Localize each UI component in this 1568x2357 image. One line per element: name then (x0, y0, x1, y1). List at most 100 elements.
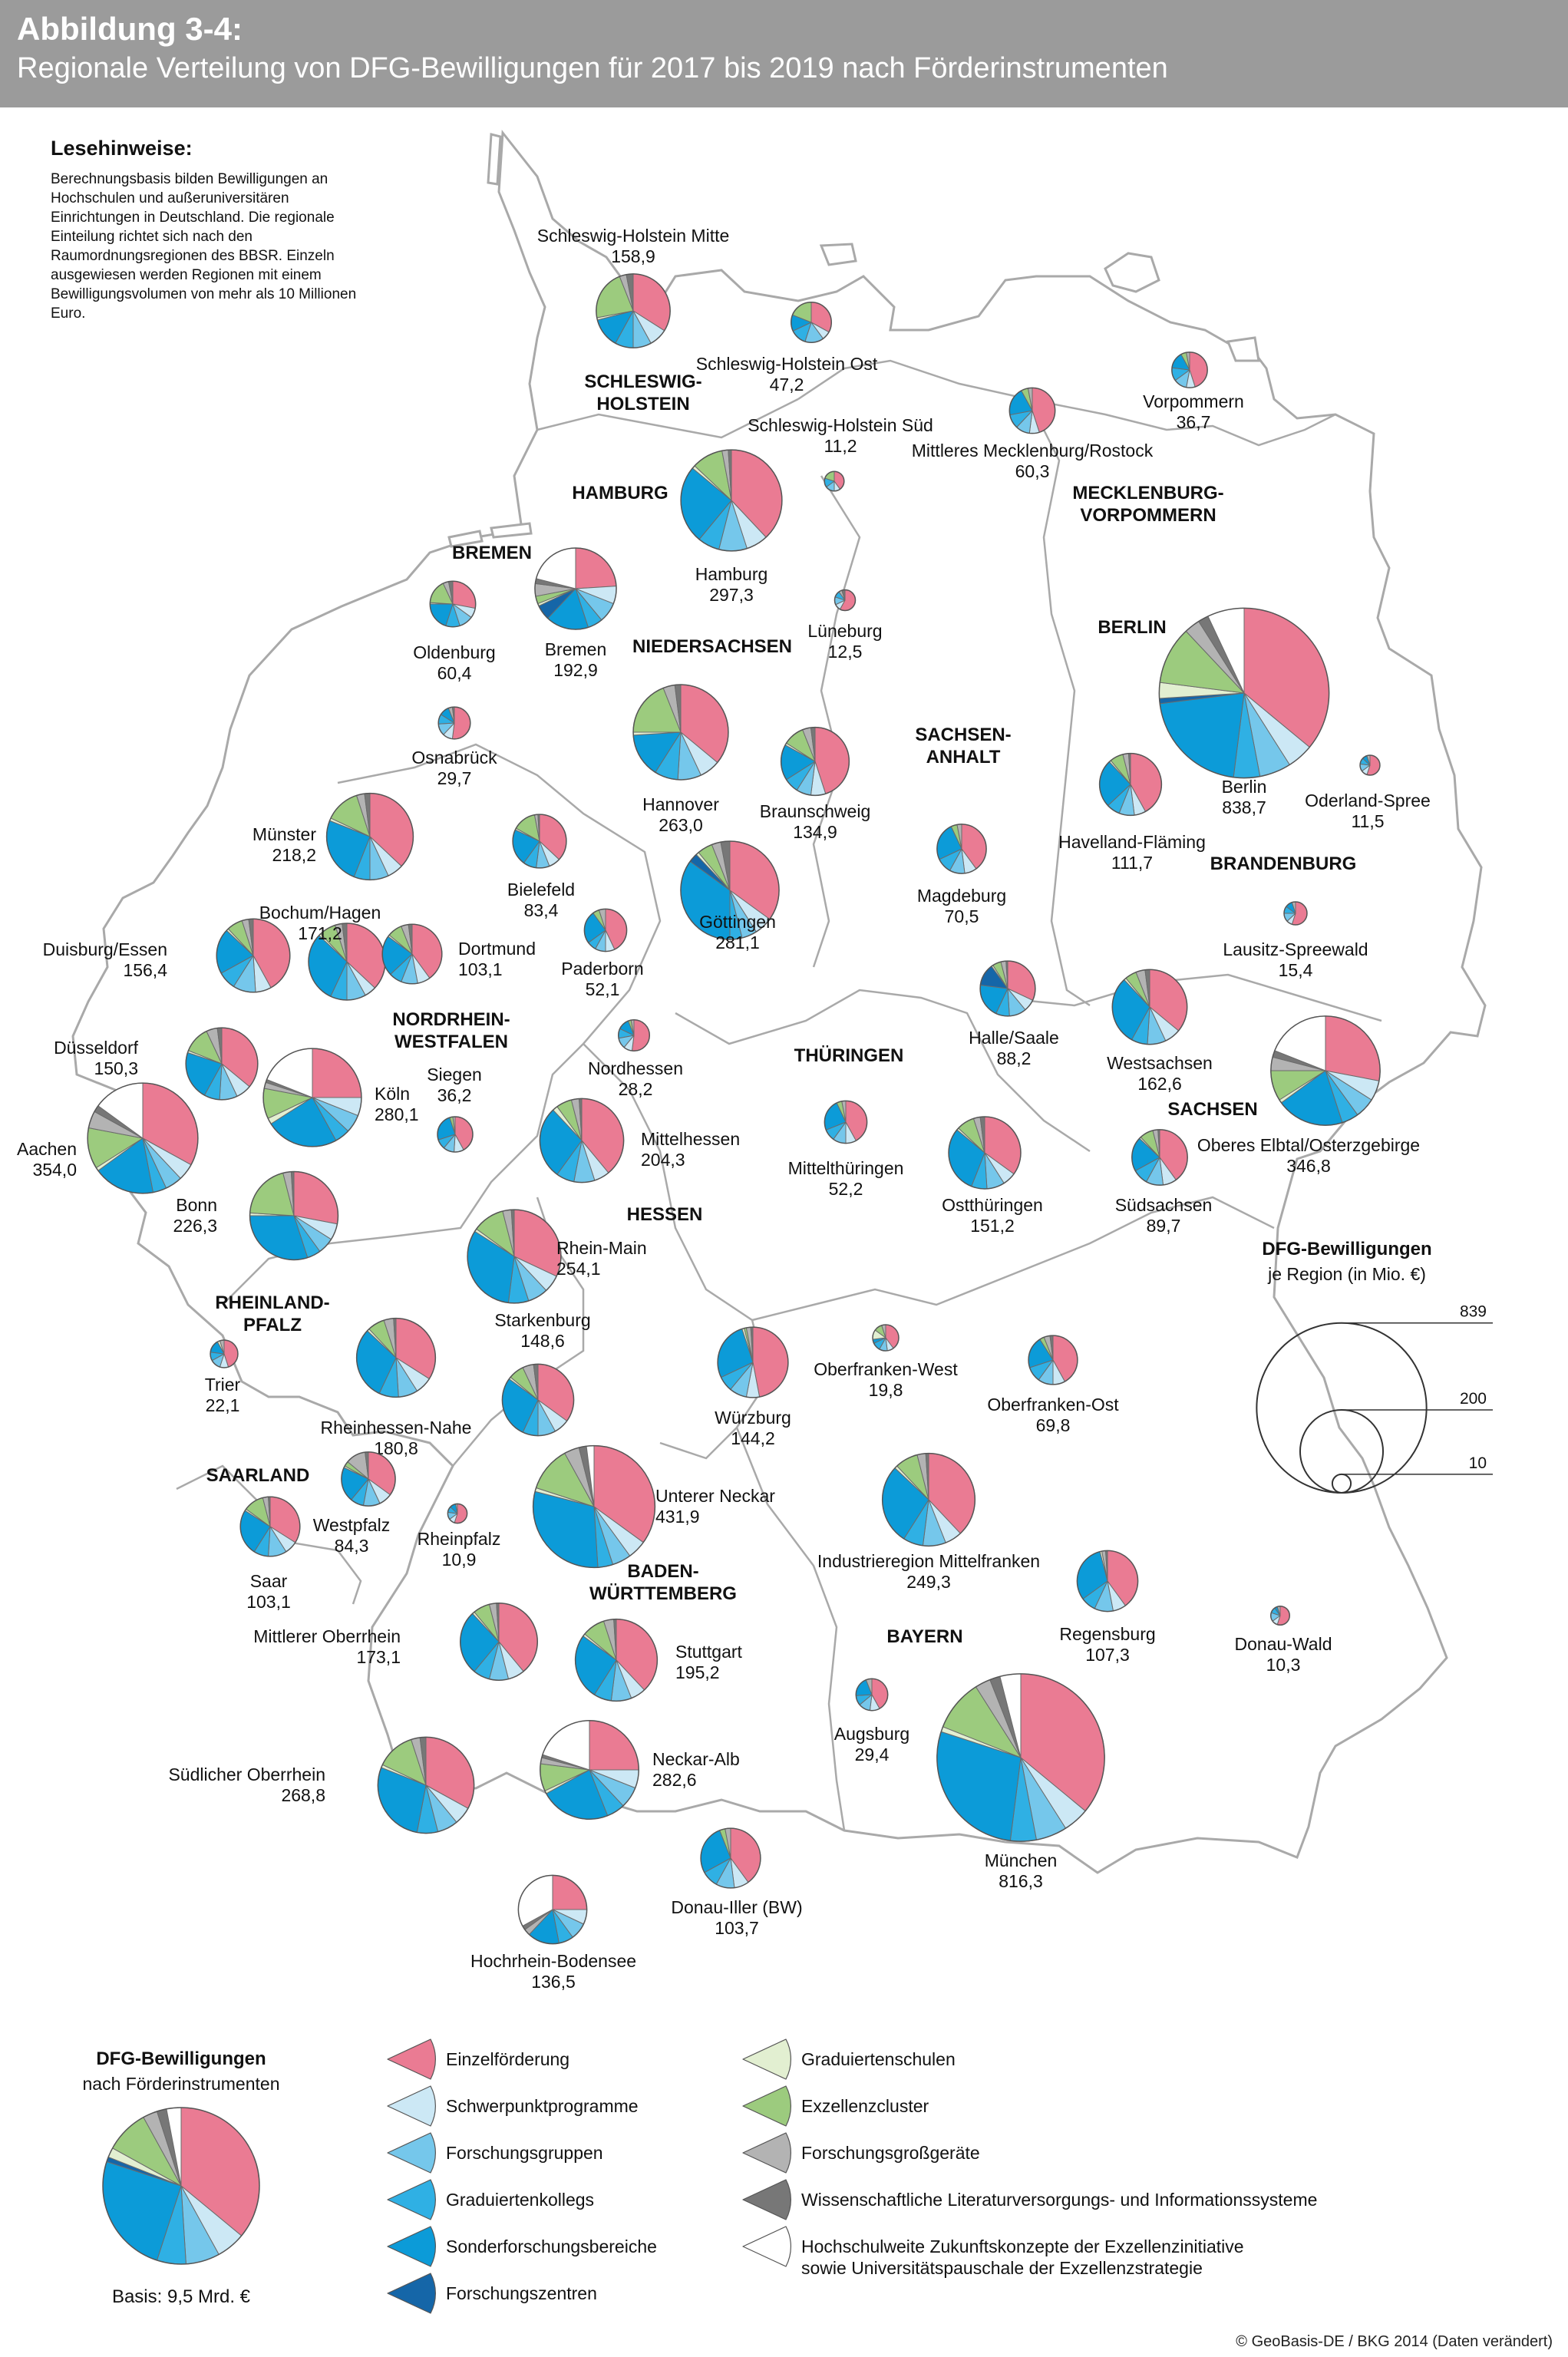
state-labels: SCHLESWIG-HOLSTEIN HAMBURG BREMEN NIEDERSAC… (206, 371, 1357, 1647)
pie-duisburg-essen-outline (216, 918, 291, 993)
state-label-bremen: BREMEN (452, 543, 532, 563)
figure-header: Abbildung 3-4: Regionale Verteilung von … (0, 0, 1568, 107)
size-legend-value-10: 10 (1469, 1454, 1487, 1472)
region-name-hannover: Hannover (642, 794, 719, 814)
region-value-oberes-elbtal-osterzgebirge: 346,8 (1286, 1156, 1331, 1176)
pie-lueneburg-outline (834, 589, 857, 612)
region-name-unterer-neckar: Unterer Neckar (655, 1486, 775, 1506)
pie-donau-iller-bw-outline (700, 1827, 761, 1889)
region-value-starkenburg: 148,6 (520, 1331, 565, 1351)
region-name-trier: Trier (205, 1375, 241, 1395)
pie-magdeburg-outline (936, 824, 987, 874)
pie-suedlicher-oberrhein-outline (377, 1736, 475, 1834)
pie-wuerzburg-outline (717, 1326, 789, 1398)
state-label-sachsen: SACHSEN (1167, 1099, 1257, 1120)
region-name-muenchen: München (985, 1850, 1058, 1870)
region-name-havelland-flaeming: Havelland-Fläming (1058, 832, 1206, 852)
state-label-hamburg: HAMBURG (572, 483, 668, 503)
instrument-legend: DFG-Bewilligungen nach Förderinstrumente… (83, 2038, 1317, 2314)
pie-berlin-outline (1158, 607, 1330, 779)
region-value-oberfranken-west: 19,8 (869, 1380, 903, 1400)
region-donau-iller-bw: Donau-Iller (BW)103,7 (671, 1827, 803, 1938)
region-value-duesseldorf: 150,3 (94, 1058, 138, 1078)
pie-donau-wald-outline (1269, 1605, 1291, 1626)
region-value-schleswig-holstein-sued: 11,2 (824, 436, 857, 456)
region-name-westsachsen: Westsachsen (1107, 1053, 1213, 1073)
border-st-bb (1027, 398, 1091, 1007)
legend-label-graduiertenschulen: Graduiertenschulen (801, 2049, 956, 2069)
region-name-suedsachsen: Südsachsen (1115, 1195, 1213, 1215)
pie-oberfranken-ost-outline (1028, 1335, 1078, 1385)
state-label-berlin: BERLIN (1098, 617, 1166, 638)
region-name-donau-iller-bw: Donau-Iller (BW) (671, 1897, 802, 1917)
region-name-bielefeld: Bielefeld (507, 880, 575, 900)
region-value-mittelhessen: 204,3 (641, 1150, 685, 1170)
region-name-hamburg: Hamburg (695, 564, 768, 584)
region-value-muenster: 218,2 (272, 845, 316, 865)
sylt-island (487, 133, 502, 186)
region-name-lueneburg: Lüneburg (807, 621, 882, 641)
pie-muenster-outline (325, 792, 414, 881)
region-value-hannover: 263,0 (659, 815, 703, 835)
region-value-bielefeld: 83,4 (524, 900, 559, 920)
region-name-schleswig-holstein-ost: Schleswig-Holstein Ost (696, 354, 878, 374)
region-name-mittlerer-oberrhein: Mittlerer Oberrhein (253, 1626, 401, 1646)
region-value-unterer-neckar: 431,9 (655, 1507, 700, 1527)
legend-label-zukunftskonzepte-line-2: sowie Universitätspauschale der Exzellen… (801, 2258, 1203, 2278)
border-by-north (751, 1196, 1275, 1322)
region-name-mittelhessen: Mittelhessen (641, 1129, 740, 1149)
region-name-vorpommern: Vorpommern (1143, 391, 1244, 411)
pie-oderland-spree-outline (1359, 754, 1381, 776)
legend-label-zukunftskonzepte: Hochschulweite Zukunftskonzepte der Exze… (801, 2237, 1244, 2256)
region-name-osnabrueck: Osnabrück (411, 748, 497, 768)
region-name-bremen: Bremen (545, 639, 607, 659)
region-value-westpfalz: 84,3 (335, 1536, 369, 1556)
pie-havelland-flaeming-outline (1098, 752, 1163, 817)
state-label-rheinland-pfalz: RHEINLAND-PFALZ (215, 1292, 329, 1335)
legend-swatch-sonderforschungsbereiche (387, 2226, 436, 2267)
pie-westpfalz-outline (341, 1451, 396, 1507)
legend-label-graduiertenkollegs: Graduiertenkollegs (446, 2190, 594, 2210)
region-value-regensburg: 107,3 (1085, 1645, 1130, 1665)
region-value-bonn: 226,3 (173, 1216, 217, 1236)
region-value-mittelthueringen: 52,2 (829, 1179, 863, 1199)
border-sh-ni (536, 398, 799, 439)
region-value-saar: 103,1 (246, 1592, 291, 1612)
pie-bielefeld-outline (512, 814, 567, 869)
region-value-halle-saale: 88,2 (997, 1048, 1032, 1068)
pie-rheinpfalz-outline (447, 1503, 468, 1524)
region-value-nordhessen: 28,2 (619, 1079, 653, 1099)
size-legend-value-839: 839 (1460, 1303, 1487, 1321)
state-label-hessen: HESSEN (627, 1204, 703, 1225)
region-name-goettingen: Göttingen (699, 912, 776, 932)
region-value-trier: 22,1 (206, 1395, 240, 1415)
pie-bonn-outline (249, 1170, 339, 1261)
region-name-oberfranken-west: Oberfranken-West (814, 1359, 958, 1379)
region-value-lueneburg: 12,5 (828, 642, 863, 662)
figure-label: Abbildung 3-4: (17, 11, 243, 47)
region-value-bremen: 192,9 (553, 660, 598, 680)
pie-schleswig-holstein-mitte-outline (596, 273, 671, 348)
region-value-westsachsen: 162,6 (1137, 1074, 1182, 1094)
region-value-berlin: 838,7 (1222, 797, 1266, 817)
region-value-braunschweig: 134,9 (793, 822, 837, 842)
